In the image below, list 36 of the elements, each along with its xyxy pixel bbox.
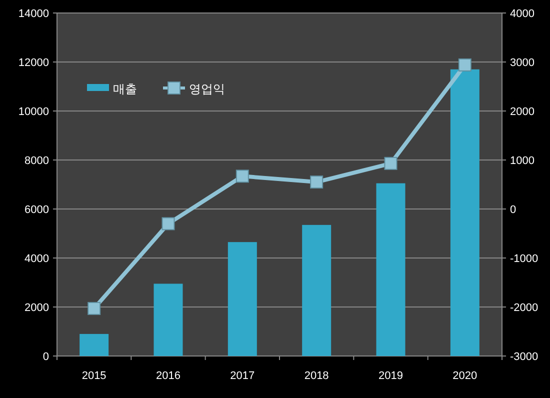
y-tick-label: 6000 [24,204,49,216]
y-tick-label: 14000 [18,8,49,20]
point [162,217,175,230]
x-tick-label: 2015 [82,370,106,382]
bar [376,183,406,356]
x-tick-label: 2020 [452,370,478,382]
bar [80,334,109,356]
legend-label: 매출 [113,82,137,96]
x-tick-label: 2018 [304,370,329,382]
y-tick-label: 8000 [24,155,49,167]
y-tick-label: 12000 [18,57,49,69]
legend-label: 영업익 [189,82,225,96]
bar [154,284,183,356]
bar [228,242,257,356]
y2-tick-label: -3000 [510,351,538,363]
x-tick-label: 2016 [156,370,180,382]
point [236,170,249,183]
point [384,156,398,170]
x-tick-label: 2019 [378,370,403,382]
y2-tick-label: 0 [510,204,516,216]
y-tick-label: 0 [42,351,49,363]
y2-tick-label: -1000 [510,253,538,265]
y-tick-label: 4000 [24,253,49,265]
y-tick-label: 2000 [24,302,49,314]
bar [302,224,332,356]
x-tick-label: 2017 [230,370,255,382]
y2-tick-label: 4000 [510,8,534,20]
y2-tick-label: 1000 [510,155,534,167]
point [310,176,324,189]
y2-tick-label: -2000 [510,302,538,314]
bar [450,69,480,356]
point [458,58,472,72]
y2-tick-label: 3000 [510,57,534,69]
y2-tick-label: 2000 [510,106,534,118]
y-tick-label: 10000 [18,106,49,118]
point [88,302,101,315]
